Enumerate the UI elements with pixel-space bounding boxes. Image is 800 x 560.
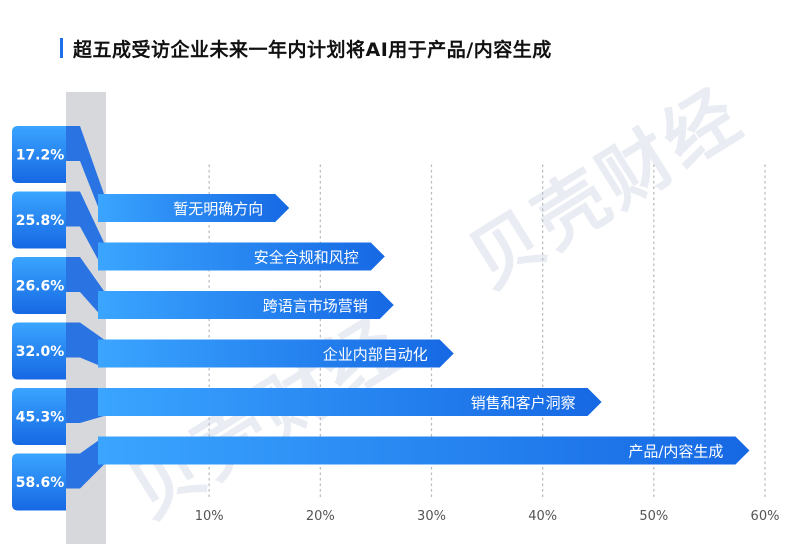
title-accent-bar [60,38,63,58]
value-label: 45.3% [16,410,65,426]
bar [98,242,385,271]
x-tick-label: 20% [306,509,335,524]
bar [98,388,602,416]
bar-category-label: 安全合规和风控 [254,249,359,267]
bar [98,339,454,368]
bar [98,436,750,465]
value-tab [12,191,66,249]
bar-connector [66,191,104,271]
bar-category-label: 产品/内容生成 [628,443,723,461]
value-tabs-layer: 17.2% 25.8% 26.6% 32.0% 45.3% 58.6% [12,126,66,511]
bar-category-label: 跨语言市场营销 [263,297,368,315]
bar-connector [66,257,104,319]
bar-connector [66,388,104,423]
value-label: 17.2% [16,148,65,164]
value-tab [12,257,66,314]
bar-connector [66,436,104,489]
bar-category-label: 企业内部自动化 [323,346,428,364]
bar [98,194,290,222]
value-label: 58.6% [16,475,65,491]
x-tick-label: 60% [751,509,780,524]
bar-connector [66,322,104,368]
value-tab [12,322,66,380]
value-tab [12,388,66,445]
value-label: 25.8% [16,213,65,229]
x-tick-label: 40% [528,509,557,524]
bar-connector [66,126,104,222]
chart-title: 超五成受访企业未来一年内计划将AI用于产品/内容生成 [73,38,552,61]
bar-category-label: 销售和客户洞察 [471,394,576,412]
x-ticks-layer: 10% 20% 30% 40% 50% 60% [195,509,780,524]
value-tab [12,126,66,183]
value-label: 26.6% [16,279,65,295]
x-tick-label: 50% [639,509,668,524]
bar [98,291,394,319]
bar-category-label: 暂无明确方向 [173,200,263,218]
value-tab [12,453,66,511]
chart-title-bar: 超五成受访企业未来一年内计划将AI用于产品/内容生成 [40,34,552,62]
x-tick-label: 30% [417,509,446,524]
value-label: 32.0% [16,344,65,360]
bars-layer: 暂无明确方向安全合规和风控跨语言市场营销企业内部自动化销售和客户洞察产品/内容生… [66,126,750,489]
x-tick-label: 10% [195,509,224,524]
